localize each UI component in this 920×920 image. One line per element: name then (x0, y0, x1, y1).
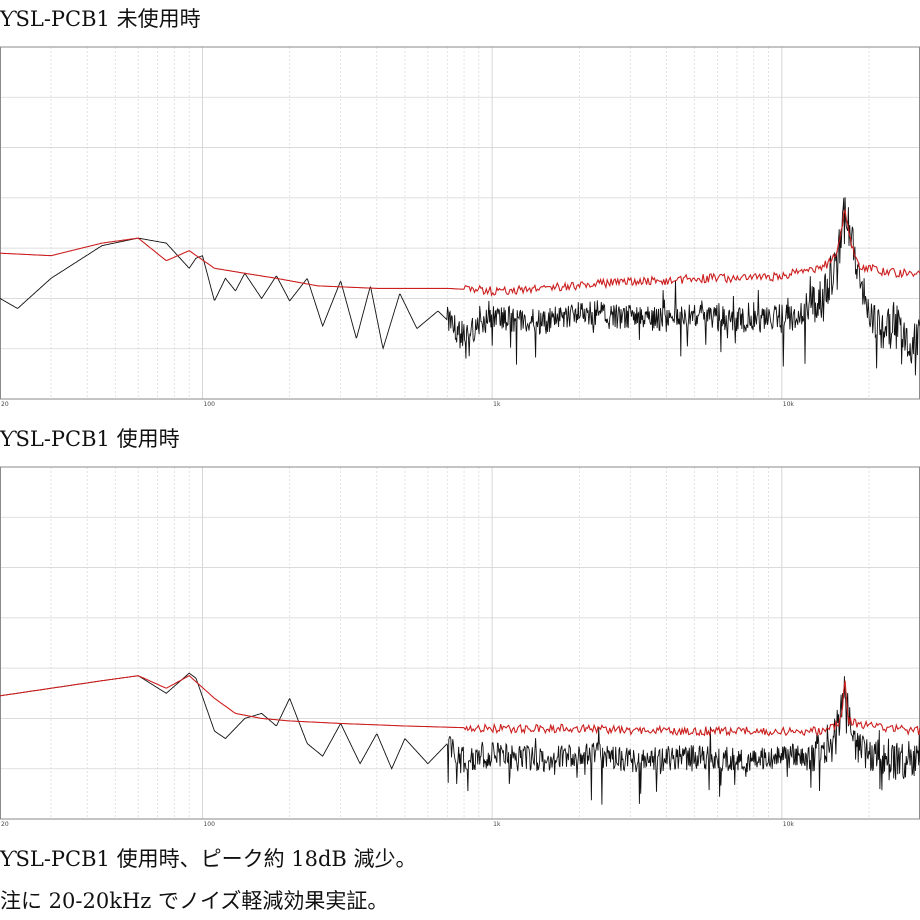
x-tick-label: 20 (1, 821, 9, 828)
x-tick-label: 1k (493, 401, 501, 408)
chart-title-unused: ƳSL-PCB1 未使用時 (0, 7, 201, 31)
x-tick-label: 100 (203, 401, 215, 408)
caption-line-2: 注に 20-20kHz でノイズ軽減効果実証。 (0, 889, 389, 913)
x-tick-label: 10k (783, 401, 795, 408)
spectrum-panel-used: 20 100 1k 10k (0, 466, 920, 828)
spectrum-panel-unused: 20 100 1k 10k (0, 46, 920, 408)
spectrum-trace (0, 197, 920, 376)
peak-hold-trace (0, 208, 920, 297)
spectrum-trace (0, 672, 920, 805)
spectrum-plot-used: 20 100 1k 10k (0, 466, 920, 828)
caption-line-1: ƳSL-PCB1 使用時、ピーク約 18dB 減少。 (0, 847, 417, 871)
x-tick-label: 100 (203, 821, 215, 828)
peak-hold-trace (0, 675, 920, 738)
spectrum-plot-unused: 20 100 1k 10k (0, 46, 920, 408)
x-tick-label: 20 (1, 401, 9, 408)
chart-title-used: ƳSL-PCB1 使用時 (0, 427, 180, 451)
x-tick-label: 1k (493, 821, 501, 828)
x-tick-label: 10k (783, 821, 795, 828)
